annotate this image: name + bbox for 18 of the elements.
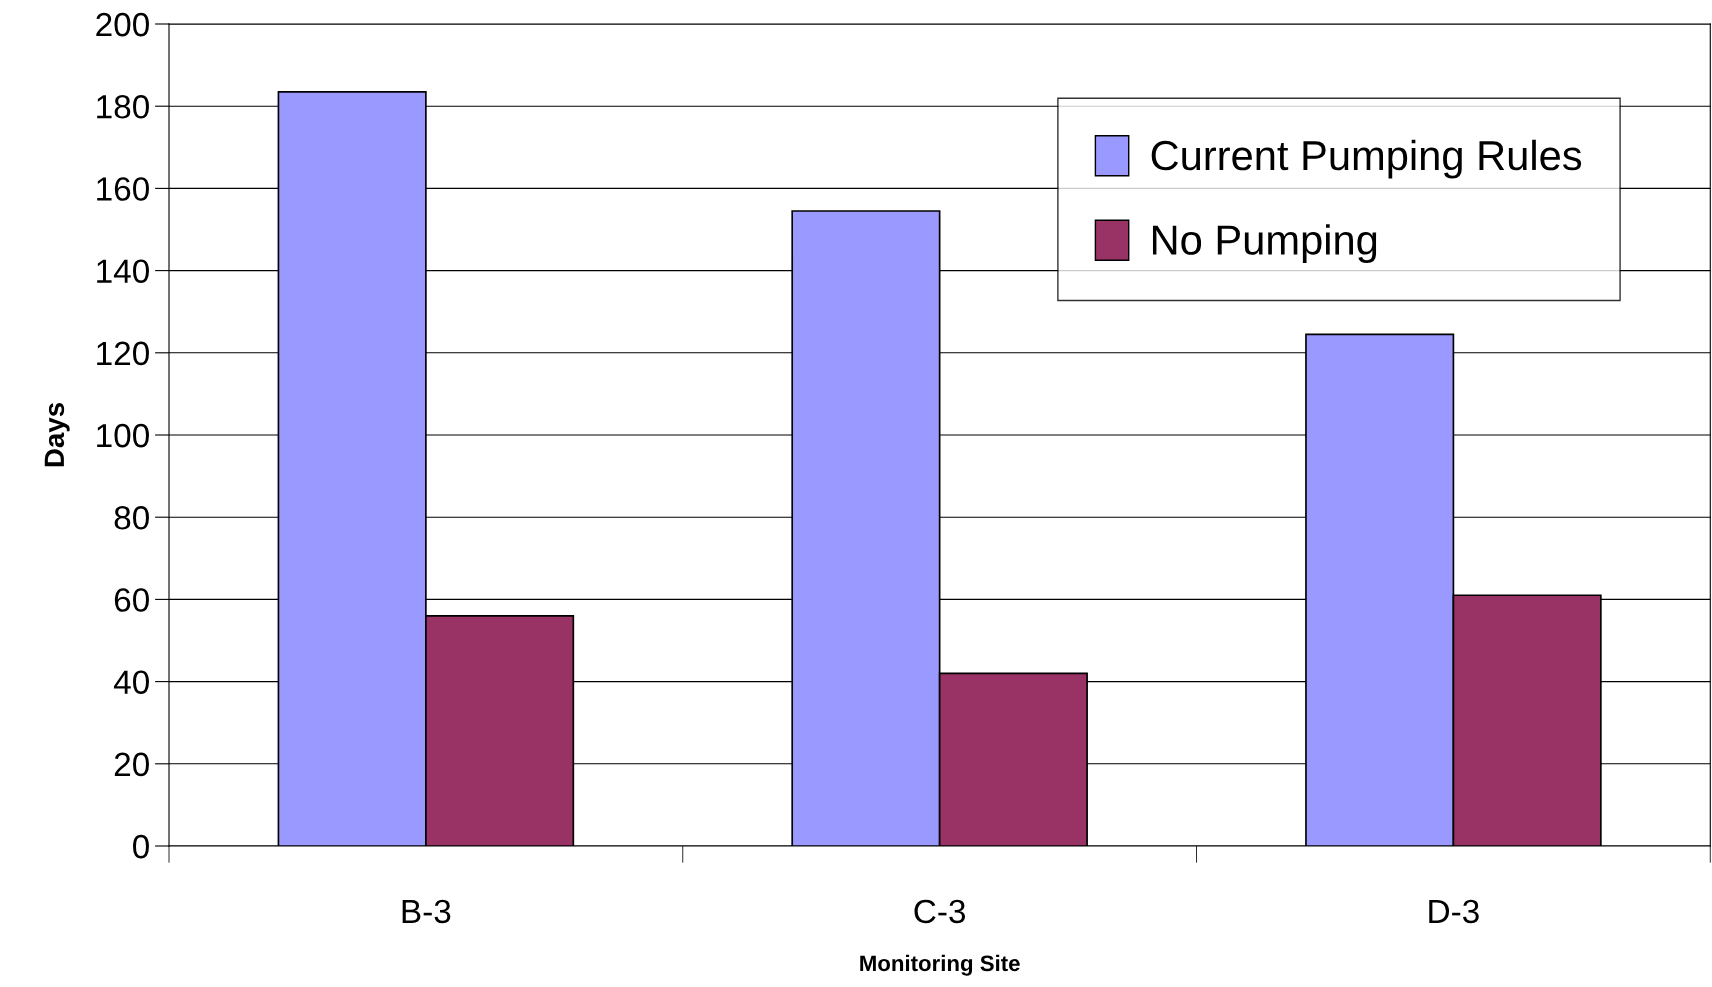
x-axis-title: Monitoring Site: [860, 954, 1020, 976]
y-tick-label: 60: [114, 588, 149, 612]
y-tick-label: 100: [97, 423, 149, 448]
y-tick-label: 20: [114, 752, 149, 777]
x-tick-label: C-3: [914, 899, 966, 924]
y-tick-label: 120: [97, 341, 149, 366]
y-tick-label: 160: [97, 177, 149, 201]
y-tick-label: 200: [96, 12, 149, 37]
y-tick-label: 180: [97, 95, 149, 119]
y-tick-label: 40: [113, 670, 149, 695]
y-tick-label: 0: [133, 834, 149, 859]
y-tick-label: 80: [114, 506, 149, 530]
x-tick-label: D-3: [1429, 899, 1479, 924]
legend-label: Current Pumping Rules: [1151, 139, 1582, 179]
legend-label: No Pumping: [1152, 224, 1377, 264]
y-axis-title: Days: [44, 402, 70, 467]
y-tick-label: 140: [97, 259, 149, 284]
x-tick-label: B-3: [402, 899, 451, 924]
